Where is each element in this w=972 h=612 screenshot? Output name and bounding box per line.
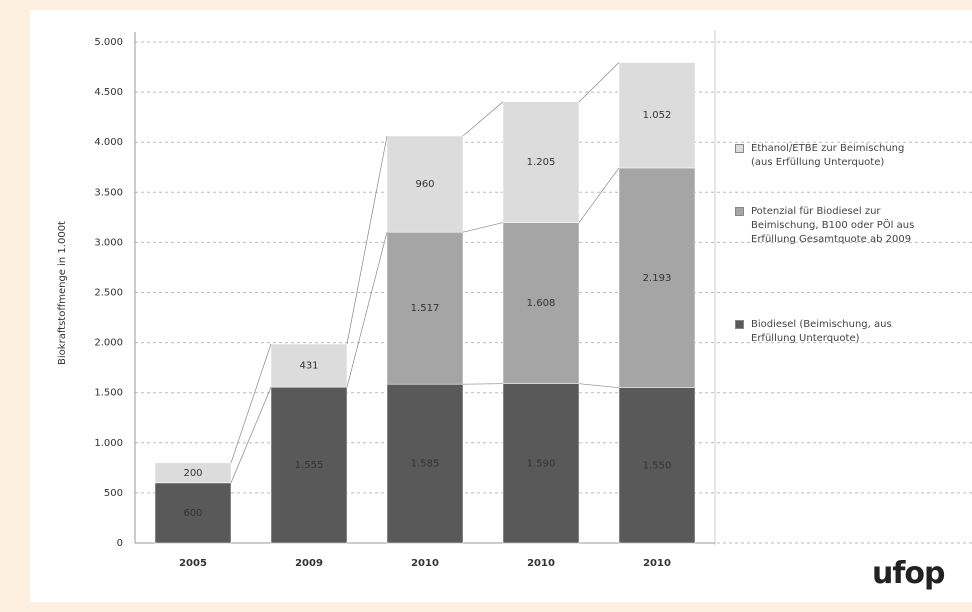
bar-segment bbox=[502, 383, 580, 544]
data-label: 600 bbox=[183, 508, 202, 519]
y-tick-label: 1.000 bbox=[94, 438, 123, 449]
connector bbox=[578, 167, 620, 223]
data-label: 1.205 bbox=[527, 157, 556, 168]
bar-segment bbox=[618, 62, 696, 169]
y-tick-label: 4.000 bbox=[94, 137, 123, 148]
bar-segment bbox=[618, 387, 696, 544]
connector bbox=[346, 135, 388, 345]
legend-swatch bbox=[735, 144, 744, 153]
data-label: 1.608 bbox=[527, 298, 556, 309]
legend-swatch bbox=[735, 320, 744, 329]
data-label: 1.590 bbox=[527, 458, 556, 469]
legend-item: Potenzial für Biodiesel zur Beimischung,… bbox=[735, 205, 965, 247]
bar-segment bbox=[502, 101, 580, 223]
data-label: 200 bbox=[183, 468, 202, 479]
data-label: 1.585 bbox=[411, 459, 440, 470]
x-tick-label: 2005 bbox=[179, 558, 207, 569]
y-tick-label: 0 bbox=[117, 538, 123, 549]
data-label: 1.052 bbox=[643, 110, 672, 121]
data-label: 2.193 bbox=[643, 273, 672, 284]
x-tick-label: 2010 bbox=[527, 558, 555, 569]
bar-segment bbox=[386, 135, 464, 233]
logo: ufop bbox=[872, 556, 945, 591]
connector bbox=[578, 383, 620, 389]
y-tick-label: 3.500 bbox=[94, 187, 123, 198]
bar-segment bbox=[386, 383, 464, 544]
bar-segment bbox=[154, 462, 232, 484]
x-tick-label: 2010 bbox=[643, 558, 671, 569]
y-axis-label: Biokraftstoffmenge in 1.000t bbox=[57, 221, 68, 365]
bar-segment bbox=[386, 231, 464, 385]
bar-segment bbox=[618, 167, 696, 388]
data-label: 431 bbox=[299, 361, 318, 372]
legend-label: Potenzial für Biodiesel zur Beimischung,… bbox=[751, 206, 915, 245]
connector bbox=[230, 343, 272, 463]
legend-item: Biodiesel (Beimischung, aus Erfüllung Un… bbox=[735, 318, 965, 346]
legend-item: Ethanol/ETBE zur Beimischung (aus Erfüll… bbox=[735, 142, 965, 170]
connector bbox=[462, 101, 504, 137]
data-label: 1.555 bbox=[295, 460, 324, 471]
connector bbox=[462, 383, 504, 385]
connector bbox=[462, 222, 504, 233]
y-tick-label: 5.000 bbox=[94, 37, 123, 48]
legend-label: Ethanol/ETBE zur Beimischung (aus Erfüll… bbox=[751, 143, 905, 168]
y-tick-label: 4.500 bbox=[94, 87, 123, 98]
data-label: 1.517 bbox=[411, 303, 440, 314]
legend-label: Biodiesel (Beimischung, aus Erfüllung Un… bbox=[751, 319, 892, 344]
connector bbox=[578, 62, 620, 103]
y-tick-label: 2.500 bbox=[94, 288, 123, 299]
y-tick-label: 500 bbox=[104, 488, 123, 499]
bar-segment bbox=[154, 482, 232, 544]
legend-swatch bbox=[735, 207, 744, 216]
y-tick-label: 1.500 bbox=[94, 388, 123, 399]
connector bbox=[346, 232, 388, 388]
y-tick-label: 2.000 bbox=[94, 338, 123, 349]
x-tick-label: 2010 bbox=[411, 558, 439, 569]
data-label: 1.550 bbox=[643, 460, 672, 471]
data-label: 960 bbox=[415, 179, 434, 190]
y-tick-label: 3.000 bbox=[94, 237, 123, 248]
x-tick-label: 2009 bbox=[295, 558, 323, 569]
connector bbox=[230, 387, 272, 484]
bar-segment bbox=[270, 343, 348, 388]
